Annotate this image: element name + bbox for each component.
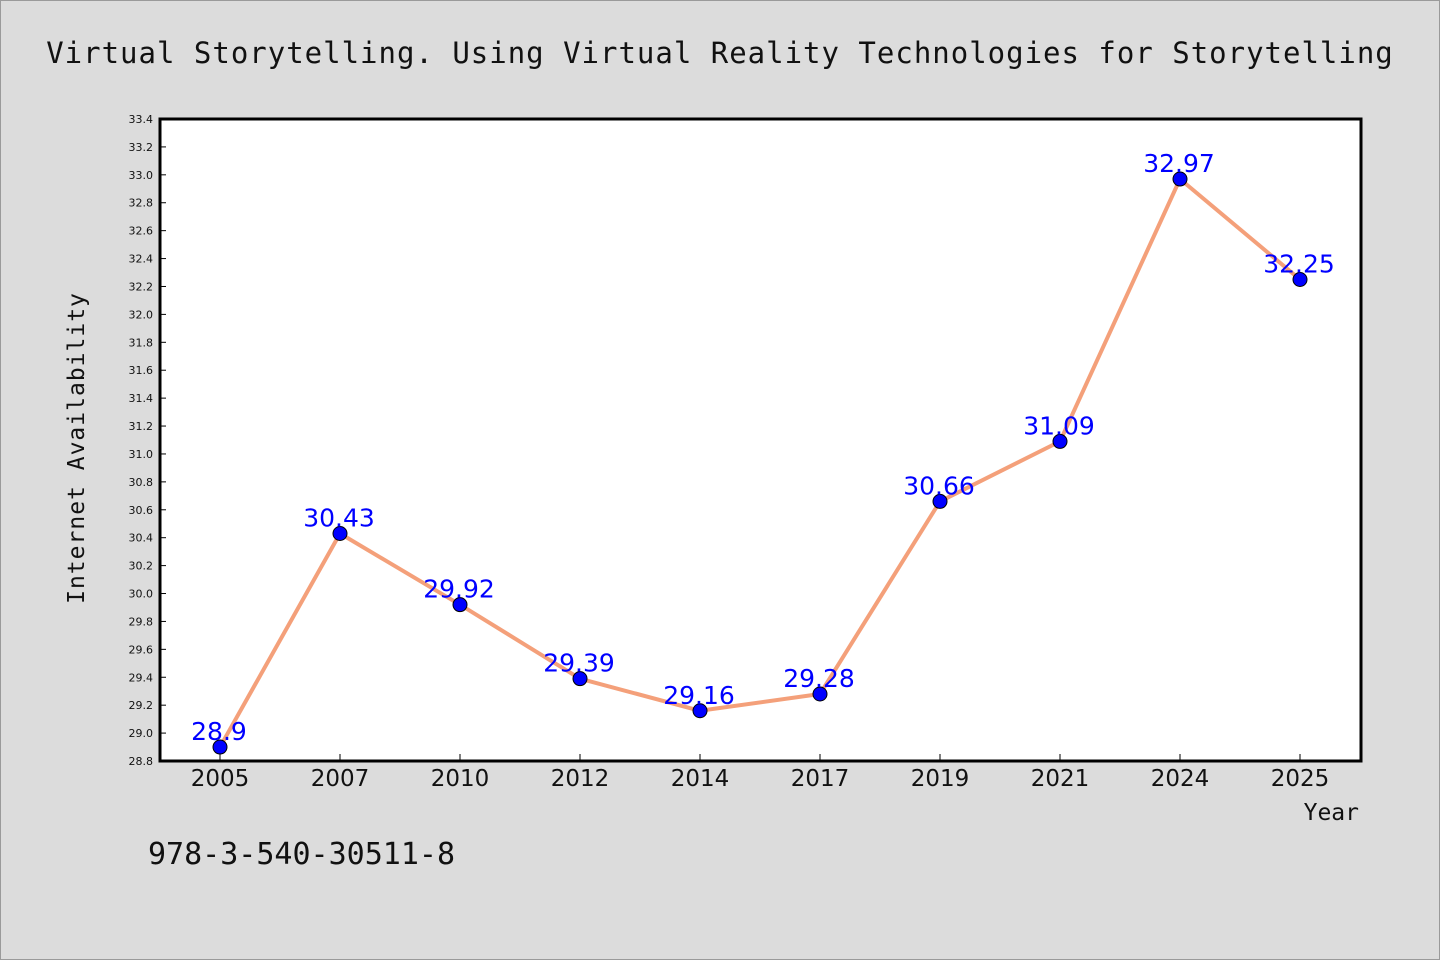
y-tick-label: 31.2 (129, 420, 154, 433)
data-label: 31.09 (1023, 411, 1095, 440)
data-label: 30.43 (303, 504, 375, 533)
x-tick-label: 2012 (551, 766, 610, 792)
y-tick-label: 33.0 (129, 169, 154, 182)
data-point (572, 671, 588, 687)
x-tick-label: 2017 (791, 766, 850, 792)
x-tick-label: 2005 (191, 766, 250, 792)
plot-area (158, 117, 1363, 763)
x-tick-label: 2024 (1151, 766, 1210, 792)
x-tick-label: 2014 (671, 766, 730, 792)
x-tick-label: 2025 (1271, 766, 1330, 792)
y-tick-label: 31.0 (129, 448, 154, 461)
data-label: 32.25 (1263, 250, 1335, 279)
y-tick-label: 32.4 (129, 253, 154, 266)
y-tick-label: 33.4 (129, 113, 154, 126)
y-tick-label: 32.6 (129, 225, 154, 238)
data-point (1052, 433, 1068, 449)
data-point (812, 686, 828, 702)
chart-title: Virtual Storytelling. Using Virtual Real… (46, 36, 1394, 70)
y-axis-label: Internet Availability (64, 292, 90, 604)
y-tick-label: 29.0 (129, 727, 154, 740)
y-tick-label: 31.6 (129, 364, 154, 377)
x-axis: 2005 2007 2010 2012 2014 2017 2019 2021 2024 2025 (191, 754, 1330, 792)
y-tick-label: 28.8 (129, 755, 154, 768)
y-tick-label: 30.6 (129, 504, 154, 517)
x-tick-label: 2007 (311, 766, 370, 792)
data-label: 29.16 (663, 681, 735, 710)
y-tick-label: 29.4 (129, 671, 154, 684)
y-tick-label: 30.8 (129, 476, 154, 489)
x-tick-label: 2019 (911, 766, 970, 792)
data-point (212, 739, 228, 755)
data-point (1292, 272, 1308, 287)
data-label: 30.66 (903, 471, 975, 500)
data-point (332, 526, 348, 542)
data-label: 29.39 (543, 649, 615, 678)
y-tick-label: 30.2 (129, 560, 154, 573)
data-labels: 28.9 30.43 29.92 29.39 29.16 29.28 30.66 31.09 3… (191, 149, 1335, 746)
series-path (218, 177, 1302, 749)
y-tick-label: 30.4 (129, 532, 154, 545)
x-tick-label: 2010 (431, 766, 490, 792)
data-label: 29.92 (423, 575, 495, 604)
data-point (1172, 171, 1188, 187)
y-tick-label: 31.4 (129, 392, 154, 405)
y-axis: 28.8 29.0 29.2 29.4 29.6 29.8 30.0 30.2 30.4 30.6… (129, 113, 166, 768)
y-tick-label: 32.2 (129, 280, 154, 293)
y-tick-label: 29.2 (129, 699, 154, 712)
series-line (212, 171, 1308, 755)
x-tick-label: 2021 (1031, 766, 1090, 792)
data-label: 29.28 (783, 664, 855, 693)
x-axis-label: Year (1304, 800, 1359, 826)
data-point (932, 493, 948, 509)
data-label: 32.97 (1143, 149, 1215, 178)
isbn-note: 978-3-540-30511-8 (148, 837, 455, 872)
y-tick-label: 32.8 (129, 197, 154, 210)
data-point (452, 597, 468, 613)
y-tick-label: 33.2 (129, 141, 154, 154)
y-tick-label: 32.0 (129, 308, 154, 321)
y-tick-label: 29.6 (129, 643, 154, 656)
y-tick-label: 31.8 (129, 336, 154, 349)
y-tick-label: 30.0 (129, 588, 154, 601)
y-tick-label: 29.8 (129, 615, 154, 628)
data-label: 28.9 (191, 717, 247, 746)
data-point (692, 703, 708, 719)
